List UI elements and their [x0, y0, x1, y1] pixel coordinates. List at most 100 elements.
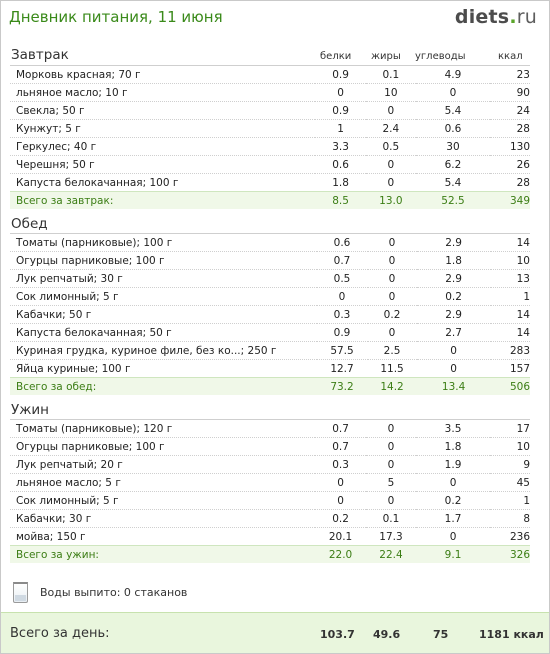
food-name: Сок лимонный; 5 г: [10, 287, 317, 306]
kcal-value: 28: [490, 173, 530, 192]
meal-total-row: Всего за ужин: 22.0 22.4 9.1 326: [10, 545, 530, 563]
day-kcal-total: 1181 ккал: [479, 628, 544, 641]
kcal-value: 28: [490, 119, 530, 138]
logo-dot: .: [509, 6, 517, 28]
meal-title-lunch: Обед: [11, 216, 48, 232]
kcal-total: 506: [490, 377, 530, 395]
fat-value: 0: [366, 491, 416, 510]
protein-value: 0.5: [316, 269, 368, 288]
kcal-value: 8: [490, 509, 530, 528]
site-logo[interactable]: diets.ru: [455, 6, 537, 28]
water-label: Воды выпито:: [40, 585, 121, 599]
carbs-value: 0: [416, 341, 491, 360]
kcal-value: 236: [490, 527, 530, 546]
fat-value: 0: [366, 419, 416, 438]
carbs-value: 0.2: [415, 491, 491, 510]
kcal-total: 349: [490, 191, 530, 209]
table-row: Огурцы парниковые; 100 г 0.7 0 1.8 10: [10, 437, 530, 456]
logo-tld: ru: [516, 6, 537, 28]
carbs-value: 0: [415, 527, 491, 546]
food-name: Черешня; 50 г: [10, 155, 315, 174]
meal-title-breakfast: Завтрак: [11, 47, 69, 63]
food-name: Яйца куриные; 100 г: [10, 359, 317, 378]
carbs-value: 0: [415, 473, 491, 492]
protein-value: 0.6: [316, 233, 368, 252]
protein-value: 1.8: [314, 173, 367, 192]
fat-value: 11.5: [367, 359, 417, 378]
fat-value: 0.2: [367, 305, 417, 324]
page-title: Дневник питания, 11 июня: [9, 8, 223, 26]
table-row: мойва; 150 г 20.1 17.3 0 236: [10, 527, 530, 546]
table-row: Капуста белокачанная; 100 г 1.8 0 5.4 28: [10, 173, 530, 192]
table-row: Лук репчатый; 30 г 0.5 0 2.9 13: [10, 269, 530, 288]
kcal-value: 283: [490, 341, 530, 360]
fat-value: 0: [367, 287, 417, 306]
fat-value: 0: [367, 251, 417, 270]
food-name: Свекла; 50 г: [10, 101, 315, 120]
fat-value: 0.5: [366, 137, 416, 156]
kcal-value: 157: [490, 359, 530, 378]
carbs-total: 9.1: [415, 545, 491, 563]
fat-value: 5: [366, 473, 416, 492]
food-name: Геркулес; 40 г: [10, 137, 315, 156]
food-name: Кабачки; 30 г: [10, 509, 315, 528]
protein-value: 12.7: [316, 359, 368, 378]
water-value: 0 стаканов: [123, 585, 188, 599]
fat-value: 0: [367, 269, 417, 288]
carbs-value: 5.4: [415, 101, 491, 120]
protein-value: 0.3: [316, 305, 368, 324]
kcal-value: 90: [490, 83, 530, 102]
kcal-value: 14: [490, 305, 530, 324]
table-row: Морковь красная; 70 г 0.9 0.1 4.9 23: [10, 65, 530, 84]
carbs-value: 1.7: [415, 509, 491, 528]
carbs-value: 0.6: [415, 119, 491, 138]
protein-value: 0.7: [316, 251, 368, 270]
protein-value: 0.3: [314, 455, 367, 474]
fat-value: 2.5: [367, 341, 417, 360]
carbs-value: 2.9: [416, 269, 491, 288]
meal-total-row: Всего за обед: 73.2 14.2 13.4 506: [10, 377, 530, 395]
protein-value: 0.2: [314, 509, 367, 528]
meal-title-dinner: Ужин: [11, 402, 49, 418]
meal-total-label: Всего за завтрак:: [10, 191, 315, 209]
carbs-value: 2.9: [416, 305, 491, 324]
food-name: Огурцы парниковые; 100 г: [10, 251, 317, 270]
table-row: Свекла; 50 г 0.9 0 5.4 24: [10, 101, 530, 120]
carbs-value: 30: [415, 137, 491, 156]
kcal-value: 1: [490, 491, 530, 510]
fat-value: 0: [366, 155, 416, 174]
fat-value: 0.1: [366, 65, 416, 84]
food-name: Капуста белокачанная; 50 г: [10, 323, 317, 342]
table-row: Томаты (парниковые); 100 г 0.6 0 2.9 14: [10, 233, 530, 252]
fat-value: 0: [367, 323, 417, 342]
carbs-total: 13.4: [416, 377, 491, 395]
kcal-value: 10: [490, 437, 530, 456]
kcal-value: 14: [490, 233, 530, 252]
fat-total: 22.4: [366, 545, 416, 563]
carbs-value: 1.9: [415, 455, 491, 474]
food-name: льняное масло; 5 г: [10, 473, 315, 492]
food-name: Кунжут; 5 г: [10, 119, 315, 138]
fat-value: 10: [366, 83, 416, 102]
protein-value: 0.7: [314, 419, 367, 438]
fat-total: 14.2: [367, 377, 417, 395]
carbs-value: 3.5: [415, 419, 491, 438]
food-name: Томаты (парниковые); 100 г: [10, 233, 317, 252]
table-row: Огурцы парниковые; 100 г 0.7 0 1.8 10: [10, 251, 530, 270]
table-row: Кабачки; 30 г 0.2 0.1 1.7 8: [10, 509, 530, 528]
protein-value: 0: [314, 491, 367, 510]
kcal-total: 326: [490, 545, 530, 563]
protein-value: 3.3: [314, 137, 367, 156]
carbs-value: 5.4: [415, 173, 491, 192]
protein-total: 22.0: [314, 545, 367, 563]
table-row: Геркулес; 40 г 3.3 0.5 30 130: [10, 137, 530, 156]
food-name: Огурцы парниковые; 100 г: [10, 437, 315, 456]
day-total-bar: Всего за день: 103.7 49.6 75 1181 ккал: [1, 612, 549, 653]
protein-value: 0.7: [314, 437, 367, 456]
carbs-value: 6.2: [415, 155, 491, 174]
meal-table-lunch: Томаты (парниковые); 100 г 0.6 0 2.9 14 Огур…: [10, 233, 530, 395]
carbs-value: 4.9: [415, 65, 491, 84]
carbs-value: 0.2: [416, 287, 491, 306]
table-row: Яйца куриные; 100 г 12.7 11.5 0 157: [10, 359, 530, 378]
table-row: Томаты (парниковые); 120 г 0.7 0 3.5 17: [10, 419, 530, 438]
